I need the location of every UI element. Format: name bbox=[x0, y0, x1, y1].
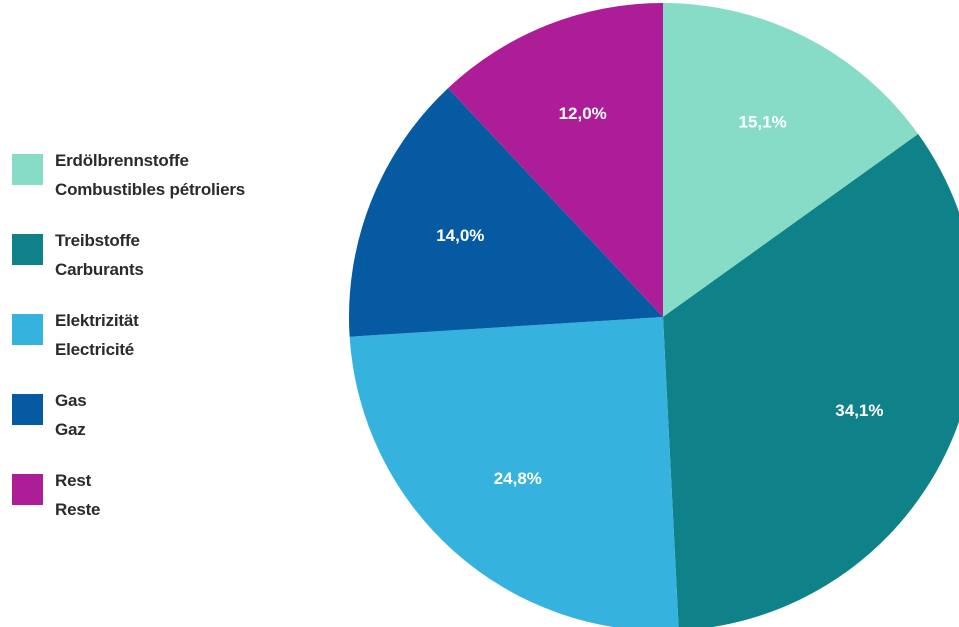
legend-label-fr: Combustibles pétroliers bbox=[55, 180, 245, 199]
legend-label-de: Rest bbox=[55, 471, 92, 490]
legend-label-de: Erdölbrennstoffe bbox=[55, 151, 189, 170]
pie-slice-label-4: 12,0% bbox=[559, 104, 607, 123]
legend-label-de: Gas bbox=[55, 391, 87, 410]
pie-slice-2 bbox=[349, 317, 679, 627]
legend-swatch-treibstoffe bbox=[12, 234, 43, 265]
legend-label-treibstoffe: Treibstoffe Carburants bbox=[55, 226, 144, 284]
legend-label-fr: Carburants bbox=[55, 260, 144, 279]
legend-label-de: Elektrizität bbox=[55, 311, 139, 330]
legend-swatch-elektrizitaet bbox=[12, 314, 43, 345]
legend-swatch-erdoelbrennstoffe bbox=[12, 154, 43, 185]
pie-slice-label-3: 14,0% bbox=[436, 226, 484, 245]
pie-slice-4 bbox=[448, 2, 663, 317]
pie-slice-3 bbox=[348, 88, 663, 337]
legend-swatch-rest bbox=[12, 474, 43, 505]
legend-item-elektrizitaet: Elektrizität Electricité bbox=[12, 306, 312, 386]
pie-slice-label-1: 34,1% bbox=[835, 401, 883, 420]
chart-legend: Erdölbrennstoffe Combustibles pétroliers… bbox=[12, 146, 312, 546]
legend-label-fr: Reste bbox=[55, 500, 101, 519]
legend-label-erdoelbrennstoffe: Erdölbrennstoffe Combustibles pétroliers bbox=[55, 146, 245, 204]
legend-label-gas: Gas Gaz bbox=[55, 386, 87, 444]
legend-label-elektrizitaet: Elektrizität Electricité bbox=[55, 306, 139, 364]
legend-label-fr: Gaz bbox=[55, 420, 86, 439]
legend-item-gas: Gas Gaz bbox=[12, 386, 312, 466]
legend-item-erdoelbrennstoffe: Erdölbrennstoffe Combustibles pétroliers bbox=[12, 146, 312, 226]
legend-swatch-gas bbox=[12, 394, 43, 425]
legend-label-de: Treibstoffe bbox=[55, 231, 140, 250]
pie-slice-0 bbox=[663, 3, 919, 317]
pie-slice-label-2: 24,8% bbox=[494, 469, 542, 488]
legend-label-rest: Rest Reste bbox=[55, 466, 101, 524]
legend-item-rest: Rest Reste bbox=[12, 466, 312, 546]
legend-label-fr: Electricité bbox=[55, 340, 135, 359]
legend-item-treibstoffe: Treibstoffe Carburants bbox=[12, 226, 312, 306]
pie-slice-1 bbox=[663, 134, 959, 627]
pie-slice-label-0: 15,1% bbox=[738, 113, 786, 132]
